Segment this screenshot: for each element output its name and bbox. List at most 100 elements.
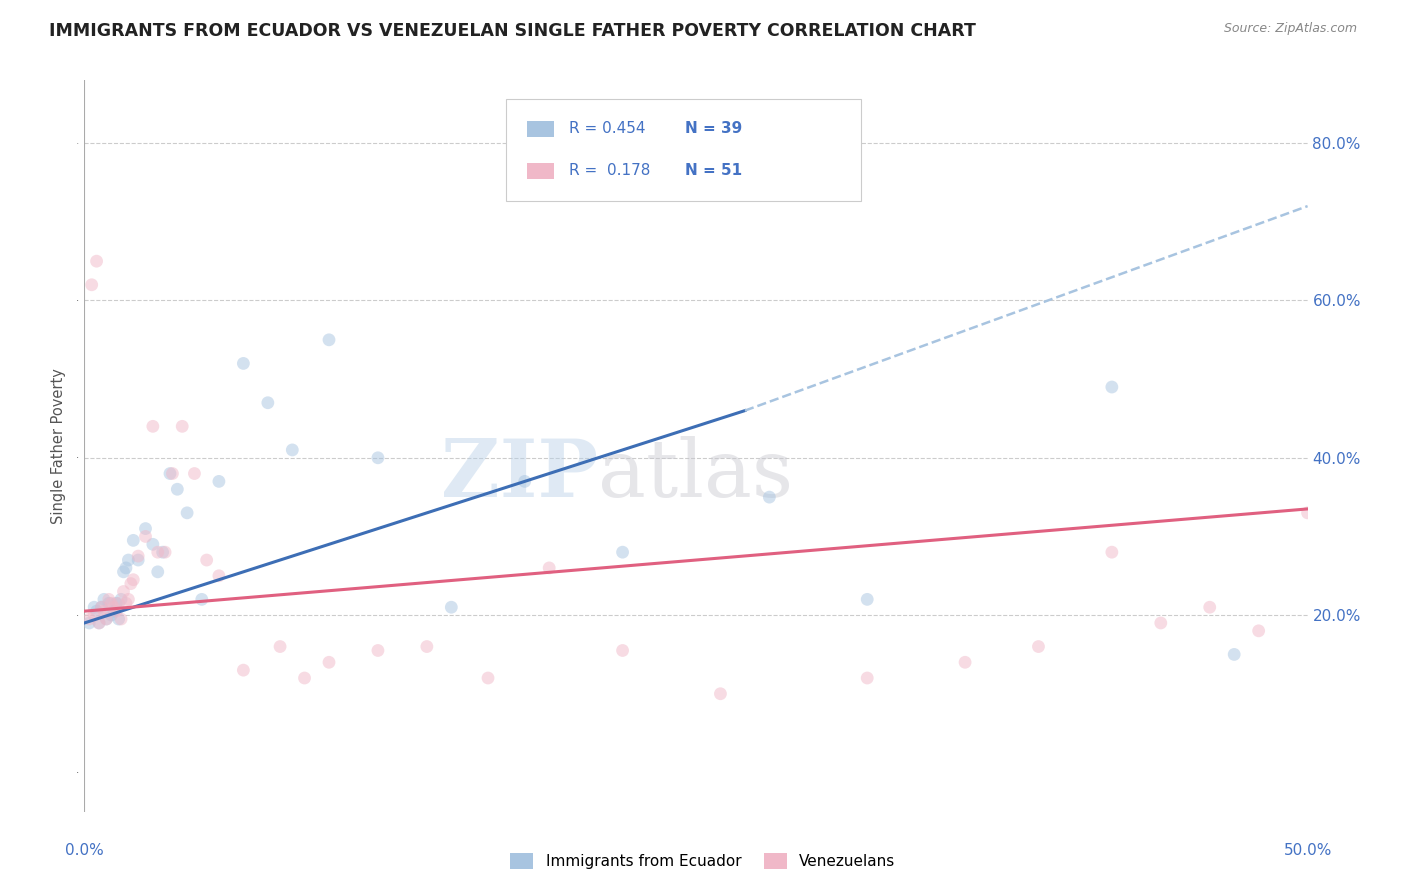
Point [953,655,976,669]
Point [86,604,108,618]
Point [93,604,115,618]
Point [120,576,142,591]
Text: N = 39: N = 39 [685,121,742,136]
Point [856,671,879,685]
Point [135,522,157,536]
Point [100,596,122,610]
Point [257,396,280,410]
Point [90,600,112,615]
Point [269,640,291,654]
Point [856,592,879,607]
Point [146,565,169,579]
Point [294,671,316,685]
Point [281,442,304,457]
Point [146,545,169,559]
Point [117,553,139,567]
Point [135,529,157,543]
Text: 50.0%: 50.0% [1284,843,1331,858]
Point [112,584,135,599]
Point [105,596,128,610]
Y-axis label: Single Father Poverty: Single Father Poverty [51,368,66,524]
Text: ZIP: ZIP [441,436,598,515]
Point [1223,648,1246,662]
Point [127,553,149,567]
Point [1150,615,1173,630]
Point [127,549,149,563]
Point [513,475,536,489]
Point [103,604,125,618]
Point [183,467,205,481]
Point [77,615,100,630]
Point [142,537,165,551]
Point [318,655,340,669]
Point [107,612,129,626]
Point [83,600,105,615]
Point [191,592,214,607]
Point [1101,380,1123,394]
Point [758,490,780,504]
Point [103,600,125,615]
Point [97,592,120,607]
Point [367,450,389,465]
Point [87,615,110,630]
Point [232,663,254,677]
Point [1198,600,1220,615]
Point [110,612,132,626]
Point [176,506,198,520]
Point [96,612,118,626]
Point [122,533,145,548]
Text: R =  0.178: R = 0.178 [569,163,650,178]
Point [107,596,129,610]
Point [87,615,110,630]
Point [172,419,194,434]
Point [477,671,499,685]
Point [86,254,108,268]
FancyBboxPatch shape [527,162,554,178]
Point [153,545,176,559]
Point [97,596,120,610]
Text: N = 51: N = 51 [685,163,742,178]
Point [162,467,184,481]
Point [208,568,231,582]
Point [96,612,118,626]
Point [612,643,634,657]
FancyBboxPatch shape [527,120,554,136]
Legend: Immigrants from Ecuador, Venezuelans: Immigrants from Ecuador, Venezuelans [505,847,901,875]
Point [367,643,389,657]
Point [1028,640,1050,654]
FancyBboxPatch shape [506,99,860,201]
Text: atlas: atlas [598,436,793,515]
Point [1247,624,1270,638]
Text: IMMIGRANTS FROM ECUADOR VS VENEZUELAN SINGLE FATHER POVERTY CORRELATION CHART: IMMIGRANTS FROM ECUADOR VS VENEZUELAN SI… [49,22,976,40]
Point [166,482,188,496]
Point [105,604,128,618]
Point [112,565,135,579]
Point [318,333,340,347]
Point [232,356,254,370]
Point [159,467,181,481]
Point [80,277,103,292]
Point [77,612,100,626]
Text: Source: ZipAtlas.com: Source: ZipAtlas.com [1223,22,1357,36]
Text: 0.0%: 0.0% [65,843,104,858]
Point [1101,545,1123,559]
Point [110,592,132,607]
Point [115,596,138,610]
Point [142,419,165,434]
Point [709,687,731,701]
Point [100,608,122,623]
Point [440,600,463,615]
Point [83,608,105,623]
Point [152,545,174,559]
Point [612,545,634,559]
Point [1296,506,1319,520]
Point [538,561,561,575]
Point [416,640,439,654]
Point [122,573,145,587]
Point [90,600,112,615]
Point [195,553,218,567]
Text: R = 0.454: R = 0.454 [569,121,645,136]
Point [93,592,115,607]
Point [115,561,138,575]
Point [117,592,139,607]
